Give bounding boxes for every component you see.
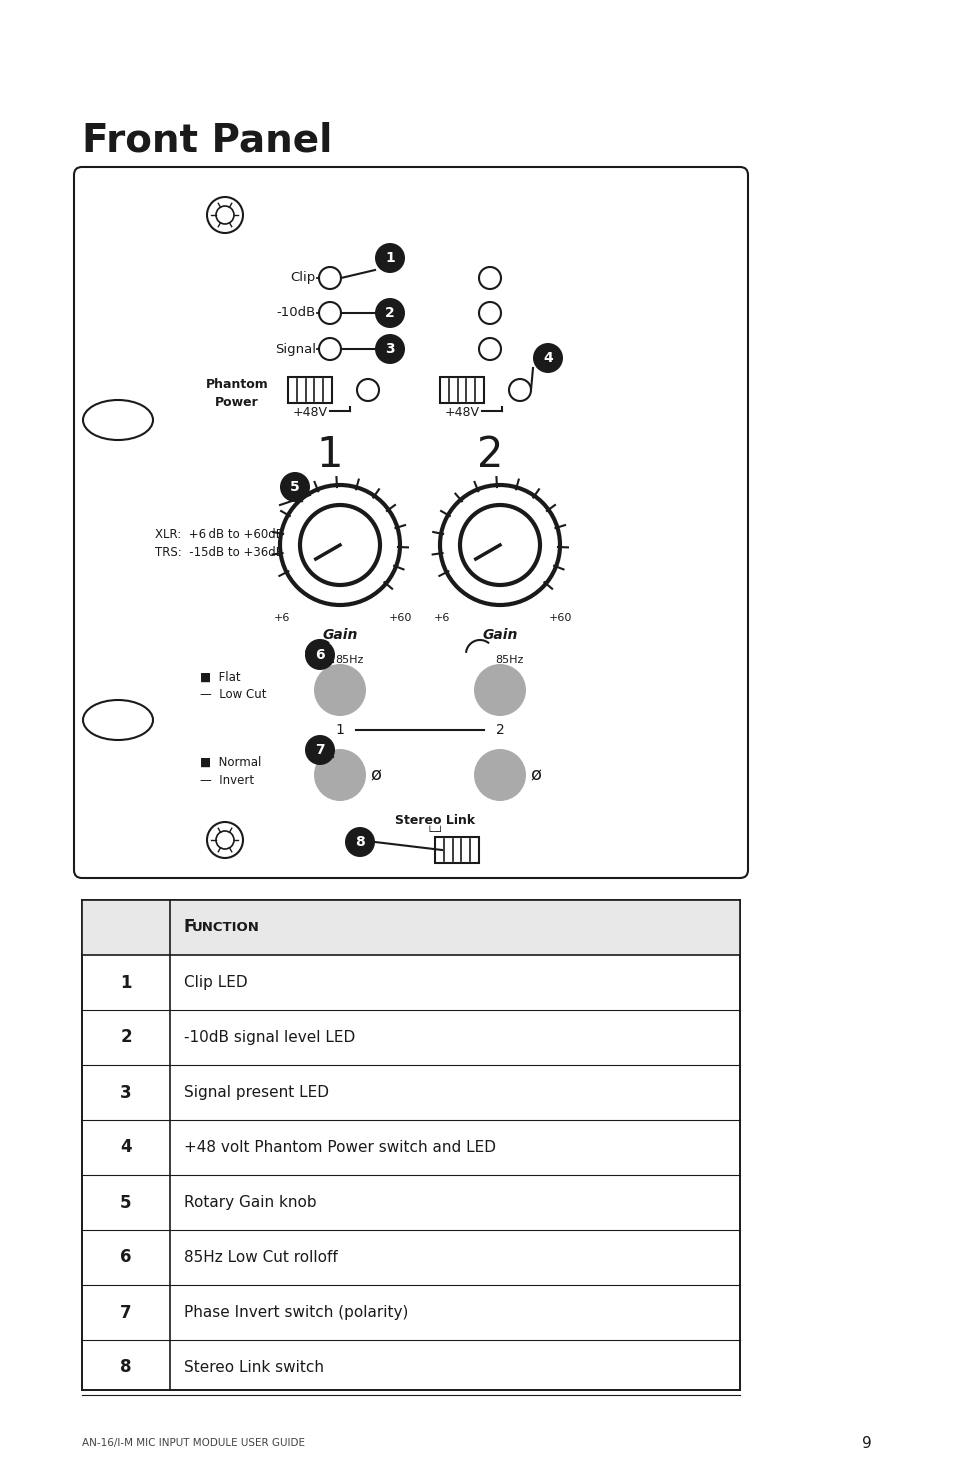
Circle shape [375, 243, 405, 273]
Circle shape [318, 338, 340, 360]
Text: ø: ø [370, 766, 380, 785]
Ellipse shape [83, 701, 152, 740]
Text: Phantom: Phantom [206, 379, 268, 391]
Text: 6: 6 [314, 648, 324, 662]
Text: F: F [184, 919, 195, 937]
Text: 6: 6 [120, 1248, 132, 1267]
Text: ■  Normal: ■ Normal [200, 755, 261, 768]
Circle shape [207, 822, 243, 858]
Text: Power: Power [214, 395, 258, 409]
Circle shape [305, 640, 335, 670]
Circle shape [474, 749, 525, 801]
Text: 7: 7 [314, 743, 324, 757]
Text: 8: 8 [355, 835, 364, 850]
Text: +48 volt Phantom Power switch and LED: +48 volt Phantom Power switch and LED [184, 1140, 496, 1155]
Text: Phase Invert switch (polarity): Phase Invert switch (polarity) [184, 1305, 408, 1320]
Circle shape [478, 338, 500, 360]
Text: 85Hz: 85Hz [335, 655, 363, 665]
Text: 1: 1 [335, 723, 344, 738]
Text: 85Hz: 85Hz [495, 655, 523, 665]
Text: 8: 8 [120, 1358, 132, 1376]
Bar [82, 900, 740, 954]
Circle shape [375, 298, 405, 327]
Text: —  Low Cut: — Low Cut [200, 689, 266, 702]
Circle shape [299, 504, 379, 586]
Bar [82, 900, 740, 1389]
Text: AN-16/I-M MIC INPUT MODULE USER GUIDE: AN-16/I-M MIC INPUT MODULE USER GUIDE [82, 1438, 305, 1448]
Text: 2: 2 [476, 434, 502, 476]
Circle shape [509, 379, 531, 401]
Text: +60: +60 [388, 614, 412, 622]
Text: -10dB: -10dB [276, 307, 315, 320]
Text: 1: 1 [385, 251, 395, 266]
Text: Rotary Gain knob: Rotary Gain knob [184, 1195, 316, 1209]
Circle shape [478, 267, 500, 289]
Text: +48V: +48V [293, 407, 327, 419]
Text: XLR:  +6 dB to +60dB: XLR: +6 dB to +60dB [154, 528, 284, 541]
Text: +48V: +48V [444, 407, 479, 419]
Text: └─┘: └─┘ [426, 827, 443, 836]
Text: 85Hz Low Cut rolloff: 85Hz Low Cut rolloff [184, 1249, 337, 1266]
Circle shape [478, 302, 500, 324]
Circle shape [318, 267, 340, 289]
Text: 2: 2 [385, 305, 395, 320]
Circle shape [474, 664, 525, 715]
Text: 7: 7 [120, 1304, 132, 1322]
Text: 5: 5 [290, 479, 299, 494]
Text: 4: 4 [120, 1139, 132, 1156]
Text: TRS:  -15dB to +36dB: TRS: -15dB to +36dB [154, 547, 284, 559]
Circle shape [207, 198, 243, 233]
Circle shape [318, 302, 340, 324]
Text: 3: 3 [120, 1084, 132, 1102]
Circle shape [215, 207, 233, 224]
Circle shape [356, 379, 378, 401]
Text: 3: 3 [385, 342, 395, 355]
Text: +6: +6 [274, 614, 290, 622]
Bar [439, 378, 483, 403]
Text: 1: 1 [120, 974, 132, 991]
Circle shape [280, 485, 399, 605]
Text: Gain: Gain [322, 628, 357, 642]
Text: 4: 4 [542, 351, 553, 364]
Text: 2: 2 [120, 1028, 132, 1046]
Text: Clip: Clip [291, 271, 315, 285]
Circle shape [280, 472, 310, 502]
Text: Signal present LED: Signal present LED [184, 1086, 329, 1100]
Circle shape [375, 333, 405, 364]
Circle shape [345, 827, 375, 857]
Text: Gain: Gain [482, 628, 517, 642]
Circle shape [215, 830, 233, 850]
Text: 9: 9 [862, 1435, 871, 1450]
Circle shape [533, 344, 562, 373]
Text: +60: +60 [548, 614, 571, 622]
Circle shape [314, 664, 366, 715]
Circle shape [305, 735, 335, 766]
Circle shape [314, 749, 366, 801]
Circle shape [439, 485, 559, 605]
Text: UNCTION: UNCTION [192, 920, 259, 934]
Bar [435, 836, 478, 863]
Text: Signal: Signal [274, 342, 315, 355]
Text: ø: ø [530, 766, 540, 785]
Text: Stereo Link switch: Stereo Link switch [184, 1360, 324, 1375]
Ellipse shape [83, 400, 152, 440]
Text: Stereo Link: Stereo Link [395, 814, 475, 826]
Circle shape [459, 504, 539, 586]
Text: +6: +6 [434, 614, 450, 622]
FancyBboxPatch shape [74, 167, 747, 878]
Text: —  Invert: — Invert [200, 773, 253, 786]
Text: 1: 1 [316, 434, 343, 476]
Text: 2: 2 [496, 723, 504, 738]
Text: Clip LED: Clip LED [184, 975, 248, 990]
Text: ■  Flat: ■ Flat [200, 671, 240, 683]
Text: Front Panel: Front Panel [82, 121, 332, 159]
Text: -10dB signal level LED: -10dB signal level LED [184, 1030, 355, 1044]
Text: 5: 5 [120, 1193, 132, 1211]
Bar [288, 378, 332, 403]
